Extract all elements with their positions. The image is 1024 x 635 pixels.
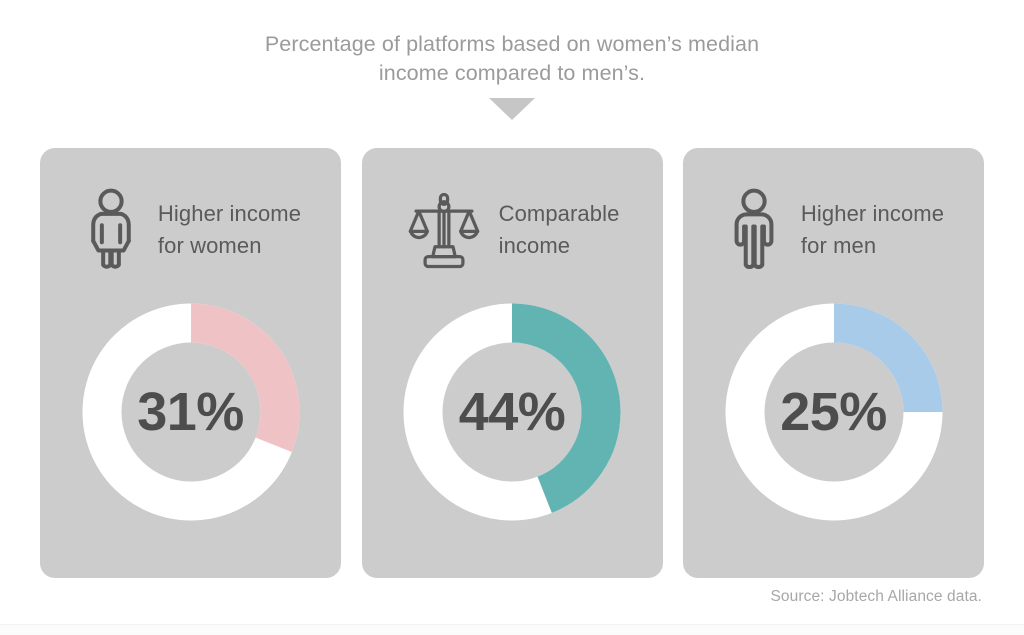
bottom-band xyxy=(0,624,1024,635)
triangle-down-icon xyxy=(489,98,535,120)
header: Percentage of platforms based on women’s… xyxy=(0,30,1024,120)
donut-value-label: 44% xyxy=(458,382,566,442)
donut-svg xyxy=(725,303,942,521)
donut: 25% xyxy=(725,303,943,521)
donut-value-arc xyxy=(403,303,621,521)
donut-svg xyxy=(82,303,299,521)
donut-value-label: 31% xyxy=(137,382,244,442)
donut-chart-comparable-income: 44% xyxy=(362,303,663,521)
card-label: Higher income for women xyxy=(157,201,302,258)
card-comparable-income: Comparable income 44% xyxy=(361,148,663,578)
donut-chart-higher-income-for-men: 25% xyxy=(683,303,984,521)
donut-value-label: 25% xyxy=(780,382,887,442)
source-attribution: Source: Jobtech Alliance data. xyxy=(770,588,982,605)
donut: 44% xyxy=(403,303,621,521)
donut-chart-higher-income-for-women: 31% xyxy=(40,303,341,521)
man-icon xyxy=(723,182,785,278)
balance-scale-icon xyxy=(405,182,483,278)
card-label: Comparable income xyxy=(498,201,620,258)
donut-value-arc xyxy=(725,303,942,521)
card-higher-income-for-men: Higher income for men 25% xyxy=(683,148,984,578)
card-higher-income-for-women: Higher income for women 31% xyxy=(40,148,341,578)
donut-value-arc xyxy=(82,303,299,521)
donut-svg xyxy=(403,303,621,521)
woman-icon xyxy=(80,182,142,278)
donut: 31% xyxy=(82,303,300,521)
page-title: Percentage of platforms based on women’s… xyxy=(264,32,760,85)
cards-row: Higher income for women 31% xyxy=(40,148,984,578)
card-header: Higher income for women xyxy=(40,182,341,278)
card-header: Comparable income xyxy=(362,182,663,278)
card-header: Higher income for men xyxy=(683,182,984,278)
card-label: Higher income for men xyxy=(800,201,945,258)
